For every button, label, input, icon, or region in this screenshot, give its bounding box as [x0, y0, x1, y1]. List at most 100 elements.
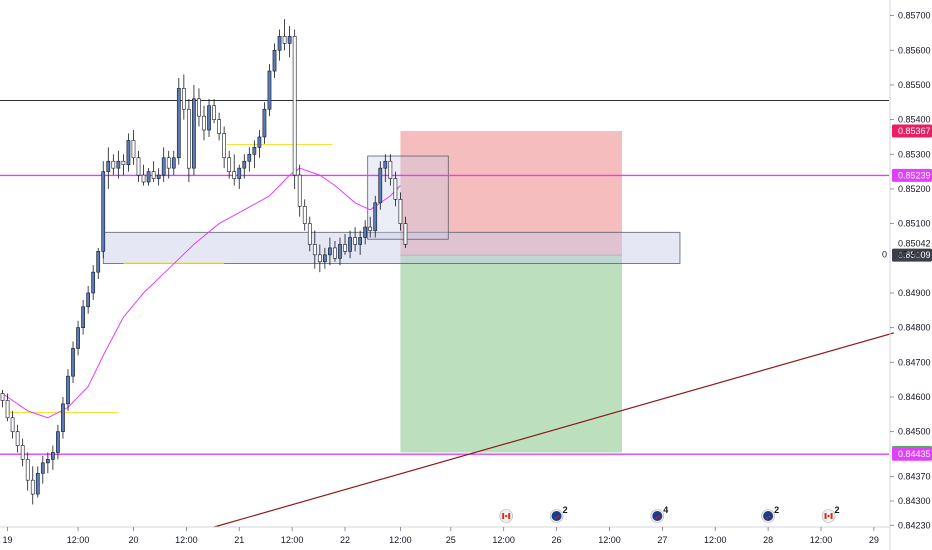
price-tick-label: 0.84230 [898, 520, 931, 530]
candle [358, 230, 362, 255]
candle-body [287, 36, 292, 44]
candle [262, 102, 267, 144]
candle-body [403, 223, 408, 245]
candle [302, 199, 307, 231]
candle-body [222, 133, 227, 159]
candle [368, 216, 373, 238]
price-badge-label: 0.85009 [898, 250, 931, 260]
time-tick-label: 12:00 [389, 535, 412, 545]
event-count: 4 [663, 505, 668, 515]
economic-event-marker[interactable]: 4 [650, 505, 669, 523]
candle [35, 466, 40, 498]
candle [287, 26, 292, 58]
candle-body [247, 153, 252, 162]
new-zealand-flag-icon [551, 511, 562, 521]
candle-body [237, 167, 242, 179]
candle-body [146, 171, 151, 183]
candle-body [197, 98, 201, 117]
candle-body [378, 167, 383, 204]
plot-area[interactable]: 2 4 2 2 [0, 19, 895, 528]
candle-body [45, 459, 50, 464]
price-badge: 0.85042 [891, 236, 932, 251]
candle [106, 147, 111, 189]
candle-body [368, 226, 373, 231]
flag-star [655, 517, 658, 519]
candle [393, 171, 398, 207]
candle-body [363, 226, 368, 238]
candle [71, 341, 75, 384]
candle-body [96, 251, 101, 273]
candle-body [343, 244, 347, 252]
price-tick-label: 0.85600 [898, 45, 931, 55]
candle [5, 393, 10, 422]
candle [292, 29, 297, 189]
time-tick-label: 12:00 [704, 535, 727, 545]
price-badge-label: 0.85239 [898, 170, 931, 180]
candle [317, 244, 322, 273]
new-zealand-flag-icon [763, 511, 774, 521]
candle [151, 161, 156, 183]
candle [338, 237, 342, 266]
event-count: 2 [835, 505, 840, 515]
time-tick-label: 20 [128, 535, 138, 545]
candle [312, 230, 317, 269]
candle-body [171, 157, 176, 169]
candle-body [338, 244, 342, 259]
candle [56, 424, 60, 460]
candle [176, 78, 181, 165]
candle [282, 19, 287, 51]
flag-star [554, 517, 557, 519]
candle [45, 452, 50, 474]
candle [116, 150, 121, 179]
economic-event-marker[interactable]: 2 [821, 505, 840, 523]
candle-body [383, 160, 388, 169]
economic-event-marker[interactable] [499, 509, 514, 523]
time-tick-label: 28 [763, 535, 773, 545]
flag-stripe [830, 513, 833, 519]
candle-body [242, 160, 247, 169]
candle-body [20, 445, 25, 460]
flag-star [657, 515, 660, 518]
candle [277, 29, 282, 61]
candle-body [131, 140, 136, 159]
candle [40, 455, 45, 484]
time-tick-label: 22 [340, 535, 350, 545]
time-tick-label: 25 [446, 535, 456, 545]
candle [353, 227, 357, 252]
candle-body [232, 171, 237, 179]
time-tick-label: 12:00 [67, 535, 90, 545]
price-badge-box [892, 248, 932, 262]
economic-event-marker[interactable]: 2 [549, 505, 568, 523]
candle [257, 130, 262, 158]
candle-body [252, 147, 257, 155]
candle-body [181, 88, 186, 110]
candle-body [212, 105, 216, 120]
candle-body [217, 119, 221, 134]
price-tick-label: 0.84700 [898, 357, 931, 367]
candle-body [71, 348, 75, 377]
candle [217, 112, 221, 141]
candle [161, 147, 166, 183]
economic-event-marker[interactable]: 2 [761, 505, 780, 523]
time-tick-label: 29 [869, 535, 879, 545]
candle [247, 147, 252, 172]
candle-body [76, 327, 80, 349]
candle [156, 168, 161, 186]
flag-stripe [824, 513, 827, 519]
price-tick-label: 0.84800 [898, 323, 931, 333]
candle [252, 140, 257, 169]
candle-body [292, 36, 297, 176]
price-tick-label: 0.84900 [898, 288, 931, 298]
candle-body [15, 431, 20, 446]
candle-body [358, 237, 362, 245]
position-target-zone [400, 255, 623, 453]
time-tick-label: 27 [657, 535, 667, 545]
candle-body [277, 36, 282, 51]
flag-star [557, 515, 559, 518]
candle-body [116, 160, 121, 169]
candle [141, 164, 146, 186]
candle [222, 126, 227, 169]
price-badge-box [892, 168, 932, 182]
